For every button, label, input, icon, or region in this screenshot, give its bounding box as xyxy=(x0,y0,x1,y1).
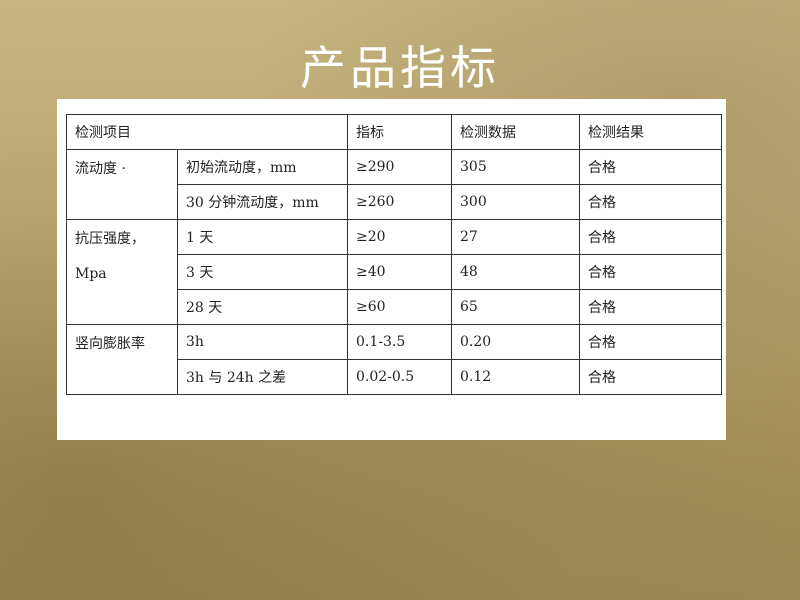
spec-cell: 0.1-3.5 xyxy=(347,324,452,360)
item-cell: 初始流动度，mm xyxy=(177,149,348,185)
table-row: 抗压强度， Mpa 1 天 ≥20 27 合格 xyxy=(66,219,722,325)
group-label-cell: 抗压强度， Mpa xyxy=(66,219,178,325)
item-cell: 30 分钟流动度，mm xyxy=(177,184,348,220)
table-row: 流动度 · 初始流动度，mm ≥290 305 合格 xyxy=(66,149,722,220)
header-cell: 指标 xyxy=(347,114,452,150)
item-cell: 3h xyxy=(177,324,348,360)
spec-cell: ≥20 xyxy=(347,219,452,255)
table-row: 竖向膨胀率 3h 0.1-3.5 0.20 合格 xyxy=(66,324,722,395)
result-cell: 合格 xyxy=(579,359,722,395)
result-cell: 合格 xyxy=(579,219,722,255)
spec-cell: ≥40 xyxy=(347,254,452,290)
group-label: 抗压强度， xyxy=(75,231,145,247)
group-unit: Mpa xyxy=(75,266,107,282)
result-cell: 合格 xyxy=(579,254,722,290)
result-cell: 合格 xyxy=(579,184,722,220)
spec-cell: ≥290 xyxy=(347,149,452,185)
table-row: 30 分钟流动度，mm ≥260 300 合格 xyxy=(67,184,722,220)
header-cell: 检测数据 xyxy=(451,114,580,150)
result-cell: 合格 xyxy=(579,289,722,325)
value-cell: 27 xyxy=(451,219,580,255)
item-cell: 28 天 xyxy=(177,289,348,325)
group-label: 流动度 · xyxy=(66,149,178,220)
value-cell: 305 xyxy=(451,149,580,185)
spec-table-image: 检测项目 指标 检测数据 检测结果 流动度 · 初始流动度，mm ≥290 30… xyxy=(57,99,726,440)
table-row: 3h 与 24h 之差 0.02-0.5 0.12 合格 xyxy=(67,359,722,395)
value-cell: 0.12 xyxy=(451,359,580,395)
item-cell: 1 天 xyxy=(177,219,348,255)
table-header-row: 检测项目 指标 检测数据 检测结果 xyxy=(66,114,722,150)
result-cell: 合格 xyxy=(579,324,722,360)
table-row: 28 天 ≥60 65 合格 xyxy=(67,289,722,325)
value-cell: 48 xyxy=(451,254,580,290)
header-cell: 检测结果 xyxy=(579,114,722,150)
spec-table: 检测项目 指标 检测数据 检测结果 流动度 · 初始流动度，mm ≥290 30… xyxy=(66,114,722,395)
result-cell: 合格 xyxy=(579,149,722,185)
spec-cell: ≥260 xyxy=(347,184,452,220)
header-cell: 检测项目 xyxy=(66,114,348,150)
item-cell: 3 天 xyxy=(177,254,348,290)
slide-title: 产品指标 xyxy=(300,41,500,95)
spec-cell: ≥60 xyxy=(347,289,452,325)
table-row: 3 天 ≥40 48 合格 xyxy=(67,254,722,290)
value-cell: 300 xyxy=(451,184,580,220)
value-cell: 0.20 xyxy=(451,324,580,360)
group-label: 竖向膨胀率 xyxy=(66,324,178,395)
spec-cell: 0.02-0.5 xyxy=(347,359,452,395)
value-cell: 65 xyxy=(451,289,580,325)
item-cell: 3h 与 24h 之差 xyxy=(177,359,348,395)
